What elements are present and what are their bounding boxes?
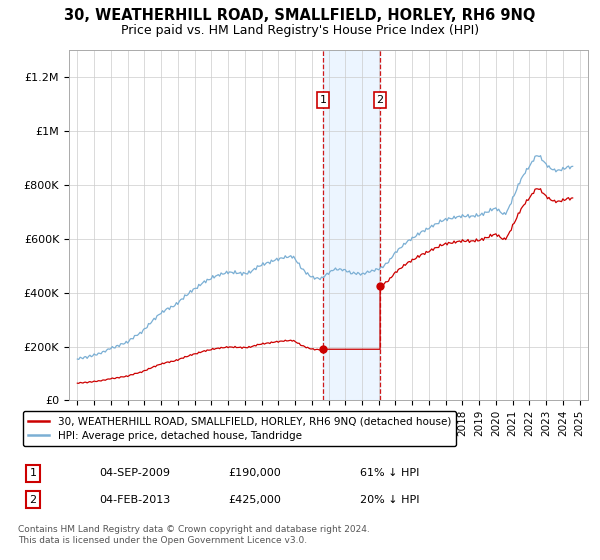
Text: 61% ↓ HPI: 61% ↓ HPI: [360, 468, 419, 478]
Text: £425,000: £425,000: [228, 494, 281, 505]
Text: 2: 2: [377, 95, 383, 105]
Text: 2: 2: [29, 494, 37, 505]
Text: 1: 1: [319, 95, 326, 105]
Text: 20% ↓ HPI: 20% ↓ HPI: [360, 494, 419, 505]
Text: 30, WEATHERHILL ROAD, SMALLFIELD, HORLEY, RH6 9NQ: 30, WEATHERHILL ROAD, SMALLFIELD, HORLEY…: [64, 8, 536, 24]
Legend: 30, WEATHERHILL ROAD, SMALLFIELD, HORLEY, RH6 9NQ (detached house), HPI: Average: 30, WEATHERHILL ROAD, SMALLFIELD, HORLEY…: [23, 411, 456, 446]
Text: £190,000: £190,000: [228, 468, 281, 478]
Text: 04-SEP-2009: 04-SEP-2009: [99, 468, 170, 478]
Text: Price paid vs. HM Land Registry's House Price Index (HPI): Price paid vs. HM Land Registry's House …: [121, 24, 479, 36]
Text: 1: 1: [29, 468, 37, 478]
Bar: [323, 50, 380, 400]
Text: Contains HM Land Registry data © Crown copyright and database right 2024.
This d: Contains HM Land Registry data © Crown c…: [18, 525, 370, 545]
Text: 04-FEB-2013: 04-FEB-2013: [99, 494, 170, 505]
